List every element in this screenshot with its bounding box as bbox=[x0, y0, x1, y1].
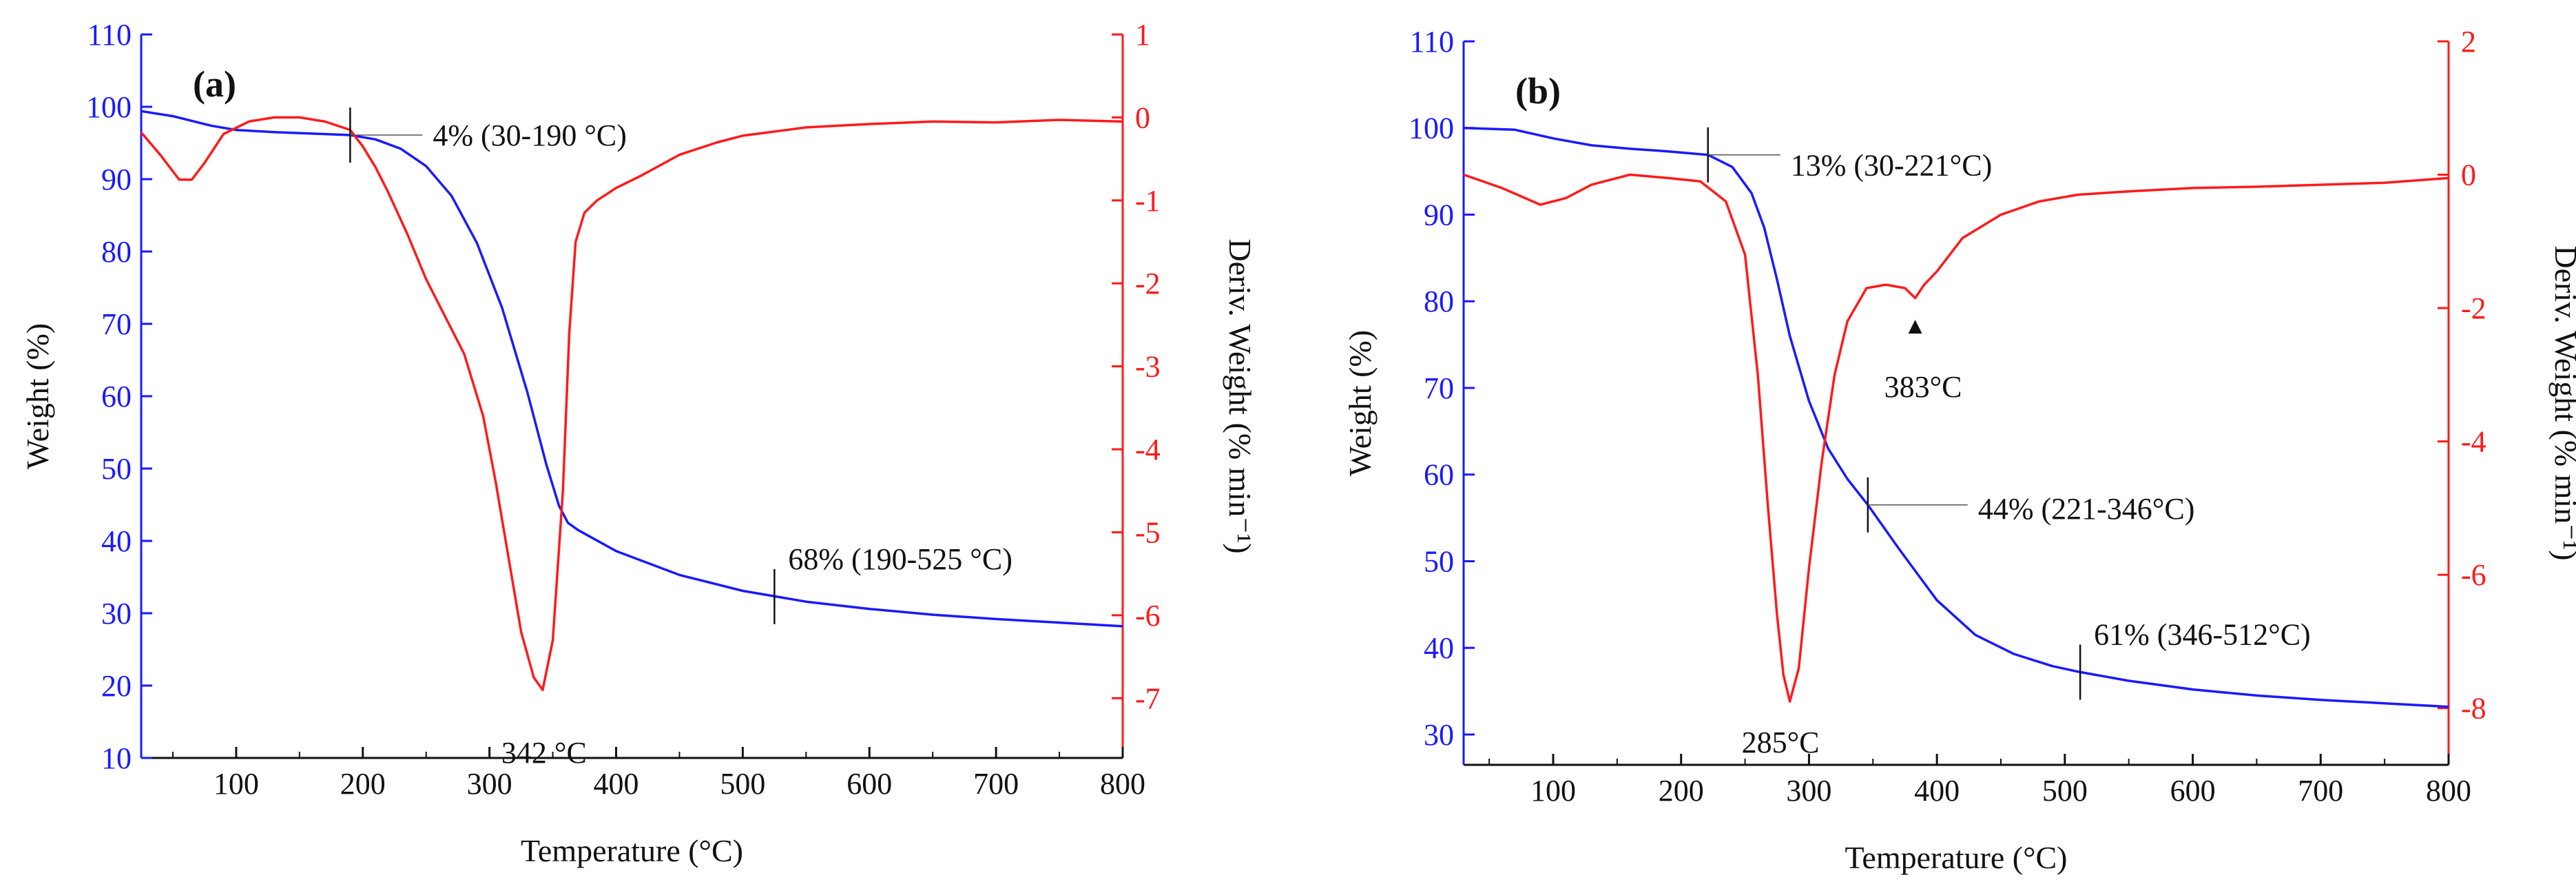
x-tick-label: 200 bbox=[340, 767, 386, 801]
right-y-axis-title: Deriv. Weight (% min⁻¹) bbox=[1223, 238, 1258, 553]
left-y-tick-label: 100 bbox=[86, 90, 132, 124]
x-tick-label: 300 bbox=[1786, 774, 1831, 808]
right-y-tick-label: -3 bbox=[1135, 350, 1161, 384]
left-y-tick-label: 60 bbox=[101, 380, 132, 413]
annotation-arrow bbox=[1908, 320, 1922, 334]
left-y-tick-label: 90 bbox=[101, 163, 132, 196]
left-y-tick-label: 110 bbox=[87, 18, 132, 52]
annotation-label: 285°C bbox=[1742, 726, 1820, 759]
x-tick-label: 100 bbox=[214, 767, 259, 801]
annotation-label: 44% (221-346°C) bbox=[1978, 492, 2195, 526]
weight-curve bbox=[1463, 126, 2449, 708]
x-tick-label: 500 bbox=[2042, 774, 2088, 808]
annotation-label: 383°C bbox=[1884, 370, 1962, 404]
left-y-tick-label: 10 bbox=[101, 741, 132, 775]
right-y-tick-label: -7 bbox=[1135, 681, 1161, 715]
left-y-axis-title: Weight (%) bbox=[1342, 330, 1378, 476]
left-y-tick-label: 50 bbox=[101, 452, 132, 486]
left-y-tick-label: 40 bbox=[101, 524, 132, 558]
x-tick-label: 800 bbox=[1100, 767, 1145, 801]
x-tick-label: 600 bbox=[846, 767, 892, 801]
x-tick-label: 500 bbox=[720, 767, 765, 801]
left-y-axis-title: Weight (%) bbox=[20, 323, 55, 469]
x-tick-label: 300 bbox=[467, 767, 512, 801]
right-y-axis-title: Deriv. Weight (% min⁻¹) bbox=[2548, 245, 2576, 560]
chart-panel-a: 100 200 300 400 500 600 700 8001020304050607080… bbox=[20, 18, 1258, 868]
x-axis-title: Temperature (°C) bbox=[1845, 840, 2068, 875]
x-axis-title: Temperature (°C) bbox=[521, 833, 743, 868]
right-y-tick-label: -1 bbox=[1135, 184, 1161, 218]
left-y-tick-label: 80 bbox=[101, 235, 132, 269]
right-y-tick-label: -4 bbox=[2461, 425, 2486, 459]
right-y-tick-label: -6 bbox=[2461, 558, 2486, 592]
left-y-tick-label: 70 bbox=[101, 307, 132, 341]
right-y-tick-label: 2 bbox=[2461, 25, 2476, 59]
right-y-tick-label: -2 bbox=[1135, 267, 1161, 300]
left-y-tick-label: 50 bbox=[1424, 544, 1454, 578]
right-y-tick-label: -2 bbox=[2461, 291, 2486, 325]
right-y-tick-label: 0 bbox=[2461, 158, 2476, 192]
right-y-tick-label: -8 bbox=[2461, 692, 2486, 726]
x-tick-label: 600 bbox=[2170, 774, 2216, 808]
right-y-tick-label: -6 bbox=[1135, 599, 1161, 633]
left-y-tick-label: 90 bbox=[1424, 198, 1454, 232]
x-tick-label: 800 bbox=[2426, 774, 2471, 808]
left-y-tick-label: 60 bbox=[1424, 458, 1454, 492]
annotation-label: 61% (346-512°C) bbox=[2094, 617, 2311, 651]
weight-curve bbox=[141, 110, 1123, 628]
x-tick-label: 200 bbox=[1659, 774, 1704, 808]
x-tick-label: 700 bbox=[2298, 774, 2343, 808]
deriv-weight-curve bbox=[140, 116, 1123, 692]
panel-label: (b) bbox=[1515, 70, 1561, 112]
chart-panel-b: 100 200 300 400 500 600 700 800 30 40 50 60 70 80 90 10… bbox=[1342, 25, 2576, 875]
panel-label: (a) bbox=[193, 63, 236, 105]
right-y-tick-label: 1 bbox=[1135, 18, 1150, 52]
right-y-tick-label: -5 bbox=[1135, 515, 1161, 549]
x-tick-label: 100 bbox=[1530, 774, 1576, 808]
x-tick-label: 700 bbox=[973, 767, 1019, 801]
left-y-tick-label: 30 bbox=[101, 597, 132, 630]
deriv-weight-curve bbox=[1463, 173, 2449, 703]
left-y-tick-label: 40 bbox=[1424, 631, 1454, 665]
x-tick-label: 400 bbox=[1914, 774, 1960, 808]
right-y-tick-label: -4 bbox=[1135, 433, 1161, 466]
left-y-tick-label: 70 bbox=[1424, 371, 1454, 405]
x-tick-label: 400 bbox=[594, 767, 639, 801]
left-y-tick-label: 80 bbox=[1424, 285, 1454, 318]
annotation-label: 68% (190-525 °C) bbox=[788, 542, 1012, 576]
left-y-tick-label: 110 bbox=[1410, 25, 1454, 59]
annotation-label: 13% (30-221°C) bbox=[1791, 149, 1993, 183]
left-y-tick-label: 20 bbox=[101, 669, 132, 703]
left-y-tick-label: 100 bbox=[1409, 112, 1454, 145]
left-y-tick-label: 30 bbox=[1424, 718, 1454, 752]
annotation-label: 4% (30-190 °C) bbox=[433, 119, 627, 152]
annotation-label: 342 °C bbox=[501, 736, 587, 770]
right-y-tick-label: 0 bbox=[1135, 101, 1150, 134]
